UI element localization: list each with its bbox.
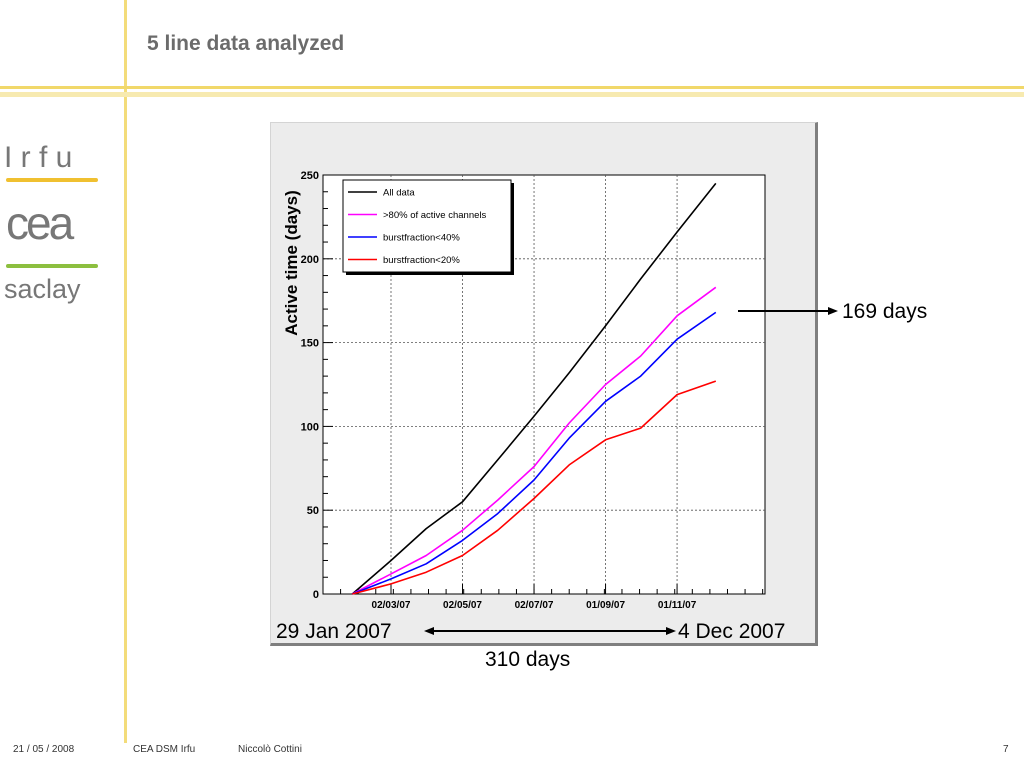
y-tick-label: 0	[313, 589, 319, 601]
start-date-annotation: 29 Jan 2007	[276, 620, 392, 643]
footer-date: 21 / 05 / 2008	[13, 744, 75, 755]
series-line-1	[351, 286, 717, 595]
header-accent-bar	[0, 86, 1024, 89]
legend: All data >80% of active channels burstfrac…	[342, 179, 514, 275]
active-time-chart: 0 50 100 150 200 250 02/03/07 02/05/07 02/07/07 0…	[282, 170, 766, 611]
chart-frame: 0 50 100 150 200 250 02/03/07 02/05/07 02/07/07 0…	[270, 122, 818, 646]
logo-saclay-text: saclay	[4, 274, 81, 304]
logo-irfu-text: I r f u	[4, 141, 72, 174]
legend-label: >80% of active channels	[383, 210, 486, 221]
grid-lines	[323, 175, 765, 594]
series-lines	[351, 182, 717, 595]
irfu-cea-saclay-logo: I r f u cea saclay	[4, 141, 98, 304]
end-value-arrowhead	[828, 307, 838, 315]
header-accent-bar-light	[0, 92, 1024, 97]
y-tick-label: 50	[307, 505, 319, 517]
logo-cea-text: cea	[6, 197, 75, 249]
x-tick-label: 01/11/07	[658, 600, 697, 611]
legend-label: All data	[383, 188, 415, 199]
end-value-annotation: 169 days	[842, 300, 928, 323]
footer-organization: CEA DSM Irfu	[133, 744, 196, 755]
end-date-annotation: 4 Dec 2007	[678, 620, 786, 643]
series-line-0	[351, 182, 717, 595]
series-line-3	[352, 380, 717, 595]
y-tick-label: 250	[301, 170, 319, 182]
x-tick-label: 01/09/07	[586, 600, 625, 611]
legend-box	[342, 179, 512, 273]
axis-ticks: 0 50 100 150 200 250 02/03/07 02/05/07 02/07/07 0…	[301, 170, 764, 611]
logo-green-stripe	[6, 264, 98, 268]
y-tick-label: 200	[301, 254, 319, 266]
legend-label: burstfraction<20%	[383, 255, 460, 266]
x-tick-label: 02/07/07	[515, 600, 554, 611]
y-tick-label: 100	[301, 421, 319, 433]
footer-author: Niccolò Cottini	[238, 744, 302, 755]
legend-label: burstfraction<40%	[383, 233, 460, 244]
vertical-accent-line	[124, 0, 127, 743]
x-tick-label: 02/03/07	[372, 600, 411, 611]
x-tick-label: 02/05/07	[443, 600, 482, 611]
y-tick-label: 150	[301, 338, 319, 350]
slide-title: 5 line data analyzed	[147, 32, 345, 55]
series-line-2	[352, 311, 717, 595]
y-axis-label: Active time (days)	[282, 190, 301, 336]
duration-annotation: 310 days	[485, 648, 571, 671]
logo-yellow-stripe	[6, 178, 98, 182]
footer-page-number: 7	[1003, 744, 1009, 755]
